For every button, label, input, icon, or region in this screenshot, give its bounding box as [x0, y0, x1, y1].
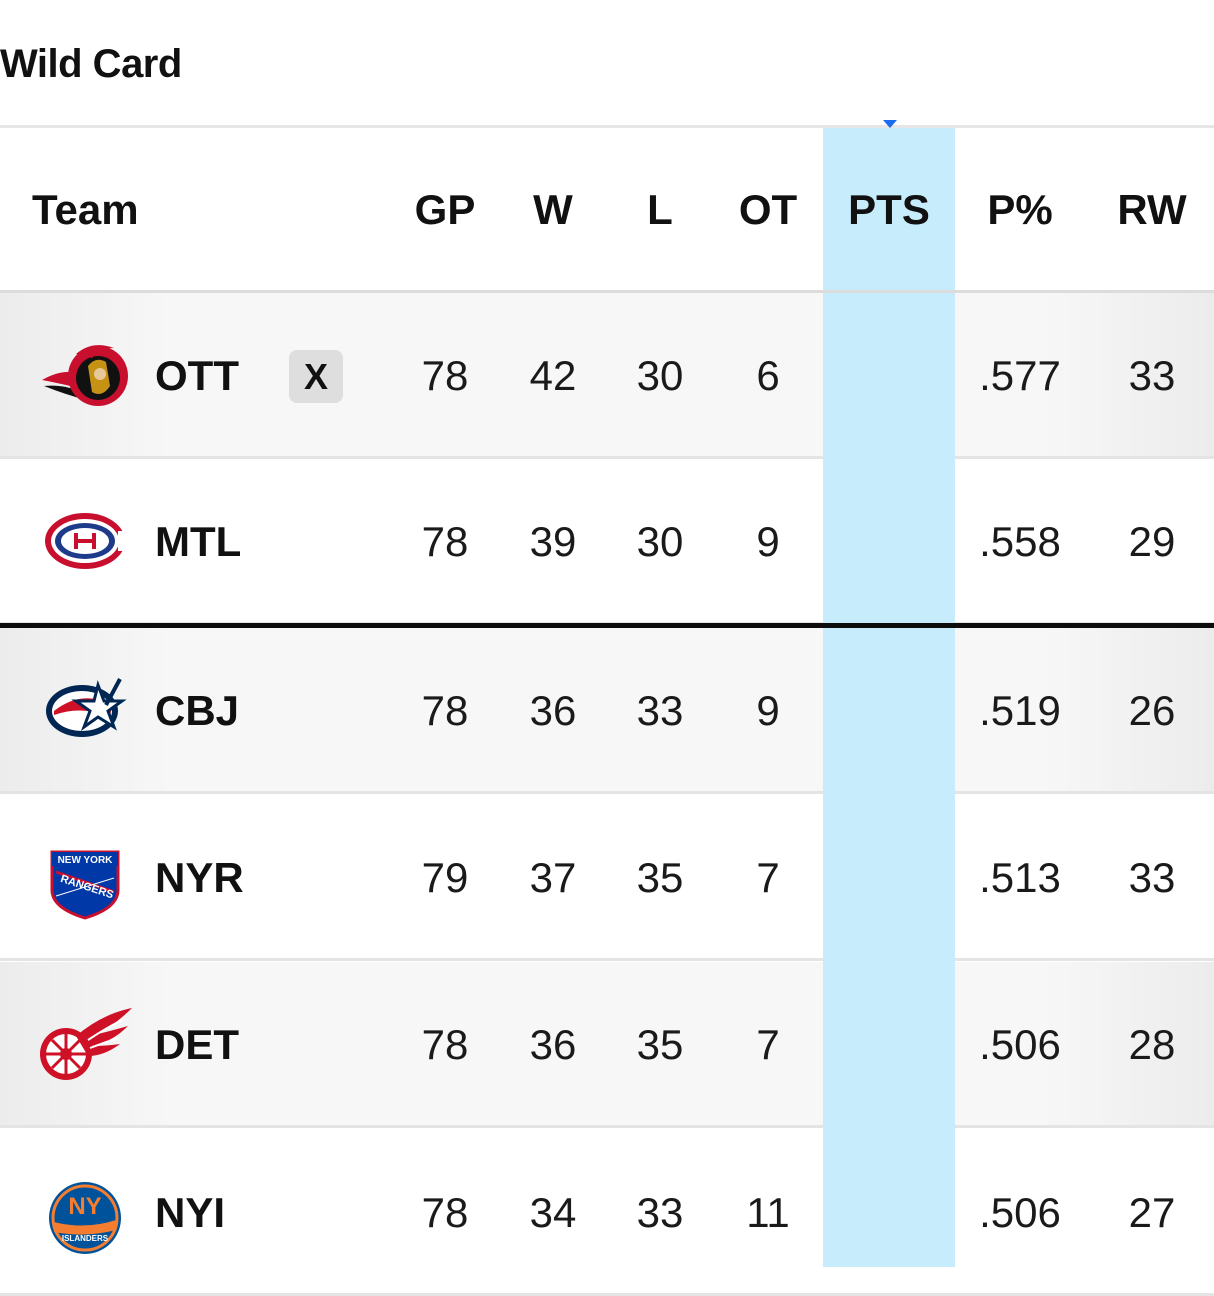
l-value: 33 [636, 687, 684, 734]
header-divider [0, 290, 1214, 293]
gp-value: 79 [421, 854, 469, 901]
section-title: Wild Card [0, 42, 182, 86]
logo-text-new-york: NEW YORK [58, 855, 114, 866]
title-divider [0, 125, 1214, 128]
header-pts[interactable]: PTS [848, 186, 930, 233]
table-row[interactable]: MTL 78 39 30 9 87 .558 29 [0, 459, 1214, 625]
ppct-value: .506 [979, 1189, 1061, 1236]
rw-value: 26 [1128, 687, 1176, 734]
rw-value: 33 [1128, 352, 1176, 399]
new-york-islanders-icon: NY ISLANDERS [49, 1182, 121, 1254]
header-l[interactable]: L [647, 186, 673, 233]
montreal-canadiens-icon [45, 513, 130, 569]
team-abbreviation: NYI [155, 1189, 226, 1236]
table-row[interactable]: NEW YORK RANGERS NYR 79 37 35 7 81 .513 … [0, 795, 1214, 961]
rw-value: 27 [1128, 1189, 1176, 1236]
columbus-blue-jackets-icon [46, 678, 127, 737]
ot-value: 7 [756, 854, 780, 901]
logo-text-islanders: ISLANDERS [62, 1234, 109, 1243]
ot-value: 9 [756, 687, 780, 734]
gp-value: 78 [421, 1189, 469, 1236]
logo-text-ny: NY [68, 1193, 101, 1220]
l-value: 35 [636, 1021, 684, 1068]
team-abbreviation: NYR [155, 854, 244, 901]
table-header: Team GP W L OT PTS P% RW [0, 128, 1214, 290]
clinched-badge: X [289, 350, 343, 403]
ottawa-senators-icon [42, 345, 128, 406]
ppct-value: .513 [979, 854, 1061, 901]
w-value: 37 [529, 854, 577, 901]
pts-column-highlight [823, 128, 955, 1267]
gp-value: 78 [421, 1021, 469, 1068]
table-row[interactable]: DET 78 36 35 7 79 .506 28 [0, 962, 1214, 1128]
w-value: 42 [529, 352, 577, 399]
ppct-value: .577 [979, 352, 1061, 399]
sort-descending-icon [883, 120, 897, 128]
team-abbreviation: CBJ [155, 687, 240, 734]
gp-value: 78 [421, 352, 469, 399]
table-row[interactable]: CBJ 78 36 33 9 81 .519 26 [0, 628, 1214, 794]
rw-value: 29 [1128, 518, 1176, 565]
w-value: 39 [529, 518, 577, 565]
playoff-cutoff-line [0, 623, 1214, 628]
ppct-value: .558 [979, 518, 1061, 565]
team-abbreviation: DET [155, 1021, 239, 1068]
ppct-value: .506 [979, 1021, 1061, 1068]
detroit-red-wings-icon [40, 1008, 132, 1080]
header-team[interactable]: Team [32, 186, 139, 233]
header-ot[interactable]: OT [738, 186, 798, 233]
team-abbreviation: OTT [155, 352, 239, 399]
w-value: 36 [529, 687, 577, 734]
new-york-rangers-icon: NEW YORK RANGERS [50, 850, 120, 920]
header-rw[interactable]: RW [1117, 186, 1187, 233]
header-ppct[interactable]: P% [987, 186, 1053, 233]
rw-value: 33 [1128, 854, 1176, 901]
header-gp[interactable]: GP [414, 186, 476, 233]
gp-value: 78 [421, 518, 469, 565]
rw-value: 28 [1128, 1021, 1176, 1068]
header-w[interactable]: W [533, 186, 573, 233]
ot-value: 7 [756, 1021, 780, 1068]
ppct-value: .519 [979, 687, 1061, 734]
table-row[interactable]: OTT X 78 42 30 6 90 .577 33 [0, 293, 1214, 459]
l-value: 35 [636, 854, 684, 901]
l-value: 33 [636, 1189, 684, 1236]
ot-value: 11 [746, 1189, 790, 1236]
ot-value: 6 [756, 352, 780, 399]
w-value: 36 [529, 1021, 577, 1068]
ot-value: 9 [756, 518, 780, 565]
team-abbreviation: MTL [155, 518, 242, 565]
w-value: 34 [529, 1189, 577, 1236]
l-value: 30 [636, 518, 684, 565]
l-value: 30 [636, 352, 684, 399]
gp-value: 78 [421, 687, 469, 734]
table-row[interactable]: NY ISLANDERS NYI 78 34 33 11 79 .506 27 [0, 1130, 1214, 1296]
